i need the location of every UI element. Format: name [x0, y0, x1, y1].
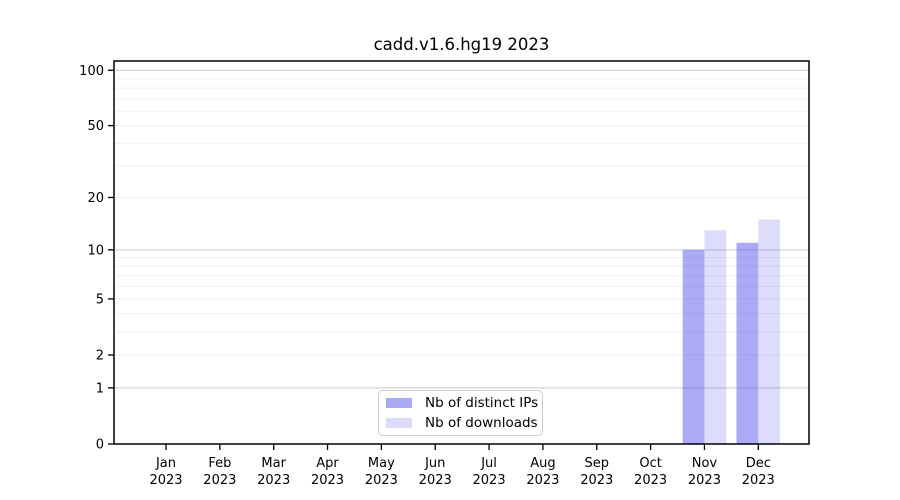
- x-tick-label-year: 2023: [526, 473, 559, 488]
- x-tick-label-month: Jul: [480, 456, 497, 471]
- x-tick-label-month: Dec: [746, 456, 771, 471]
- x-tick-label-month: Apr: [316, 456, 339, 471]
- chart-title: cadd.v1.6.hg19 2023: [373, 35, 550, 54]
- legend-item-distinct-ips: Nb of distinct IPs: [386, 395, 542, 411]
- legend: Nb of distinct IPs Nb of downloads: [378, 390, 543, 436]
- x-tick-label-year: 2023: [580, 473, 613, 488]
- y-tick-label: 0: [96, 438, 104, 453]
- x-tick-label-month: Oct: [639, 456, 661, 471]
- x-tick-label-year: 2023: [203, 473, 236, 488]
- y-tick-label: 2: [96, 349, 104, 364]
- x-tick-label-year: 2023: [688, 473, 721, 488]
- x-tick-label-year: 2023: [634, 473, 667, 488]
- bar-dec-series1: [758, 219, 781, 444]
- y-tick-label: 10: [87, 243, 104, 258]
- y-tick-label: 100: [79, 64, 104, 79]
- x-tick-label-month: Feb: [208, 456, 231, 471]
- bar-dec-series0: [736, 242, 759, 444]
- x-tick-label-month: Aug: [530, 456, 555, 471]
- axes-spines: [113, 60, 810, 445]
- x-tick-label-month: Mar: [261, 456, 286, 471]
- x-tick-label-year: 2023: [257, 473, 290, 488]
- x-tick-label-year: 2023: [311, 473, 344, 488]
- bar-nov-series0: [682, 249, 705, 444]
- x-tick-label-year: 2023: [365, 473, 398, 488]
- x-tick-label-month: Nov: [692, 456, 718, 471]
- x-tick-label-year: 2023: [149, 473, 182, 488]
- legend-item-downloads: Nb of downloads: [386, 415, 542, 431]
- y-tick-label: 5: [96, 292, 104, 307]
- x-tick-label-month: Jan: [155, 456, 176, 471]
- legend-label-distinct-ips: Nb of distinct IPs: [425, 395, 539, 411]
- legend-label-downloads: Nb of downloads: [425, 415, 538, 431]
- legend-swatch-downloads: [386, 418, 412, 428]
- y-tick-label: 20: [87, 191, 104, 206]
- x-tick-label-year: 2023: [742, 473, 775, 488]
- y-tick-label: 1: [96, 381, 104, 396]
- x-tick-label-month: Sep: [585, 456, 610, 471]
- bar-nov-series1: [704, 230, 727, 444]
- x-tick-label-year: 2023: [419, 473, 452, 488]
- y-tick-label: 50: [87, 119, 104, 134]
- x-tick-label-year: 2023: [473, 473, 506, 488]
- x-tick-label-month: May: [368, 456, 395, 471]
- legend-swatch-distinct-ips: [386, 398, 412, 408]
- x-tick-label-month: Jun: [424, 456, 445, 471]
